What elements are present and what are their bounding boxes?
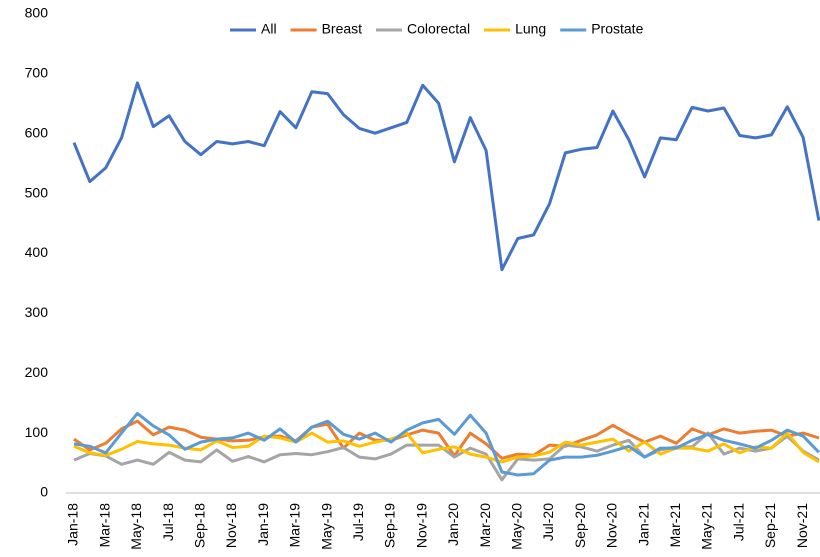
x-tick-label: Nov-21 [794, 503, 810, 548]
x-tick-label: Sep-18 [192, 503, 208, 548]
series-line [73, 411, 820, 477]
x-tick-label: May-19 [318, 503, 334, 550]
x-tick-label: Mar-20 [477, 503, 493, 548]
x-tick-label: May-21 [699, 503, 715, 550]
y-tick-label: 800 [25, 5, 49, 21]
x-tick-label: May-20 [509, 503, 525, 550]
y-tick-label: 400 [25, 244, 49, 260]
series-line [73, 431, 820, 482]
x-tick-label: Mar-21 [667, 503, 683, 548]
legend-label: Breast [322, 21, 363, 37]
y-tick-label: 200 [25, 364, 49, 380]
x-tick-label: Jan-18 [65, 503, 81, 546]
legend-label: Prostate [591, 21, 643, 37]
x-tick-label: Mar-18 [96, 503, 112, 548]
x-tick-label: Nov-18 [223, 503, 239, 548]
legend-label: Lung [515, 21, 546, 37]
plot-area [72, 81, 820, 482]
x-tick-label: Jan-20 [445, 503, 461, 546]
series-line [72, 81, 820, 272]
x-tick-label: Jul-21 [730, 503, 746, 541]
x-tick-label: Jul-19 [350, 503, 366, 541]
x-tick-label: Jul-18 [160, 503, 176, 541]
x-tick-label: May-18 [128, 503, 144, 550]
y-tick-label: 300 [25, 304, 49, 320]
x-tick-label: Sep-20 [572, 503, 588, 548]
x-tick-label: Jan-19 [255, 503, 271, 546]
x-tick-label: Mar-19 [287, 503, 303, 548]
x-tick-label: Sep-19 [382, 503, 398, 548]
x-tick-label: Sep-21 [762, 503, 778, 548]
y-tick-label: 100 [25, 424, 49, 440]
y-tick-label: 600 [25, 124, 49, 140]
legend-label: Colorectal [407, 21, 470, 37]
y-tick-label: 700 [25, 65, 49, 81]
series-line [73, 419, 820, 460]
x-tick-label: Nov-19 [413, 503, 429, 548]
series-line [73, 431, 820, 464]
x-tick-label: Nov-20 [604, 503, 620, 548]
x-tick-label: Jul-20 [540, 503, 556, 541]
y-tick-label: 500 [25, 184, 49, 200]
y-tick-label: 0 [40, 484, 48, 500]
legend-label: All [261, 21, 277, 37]
x-tick-label: Jan-21 [635, 503, 651, 546]
